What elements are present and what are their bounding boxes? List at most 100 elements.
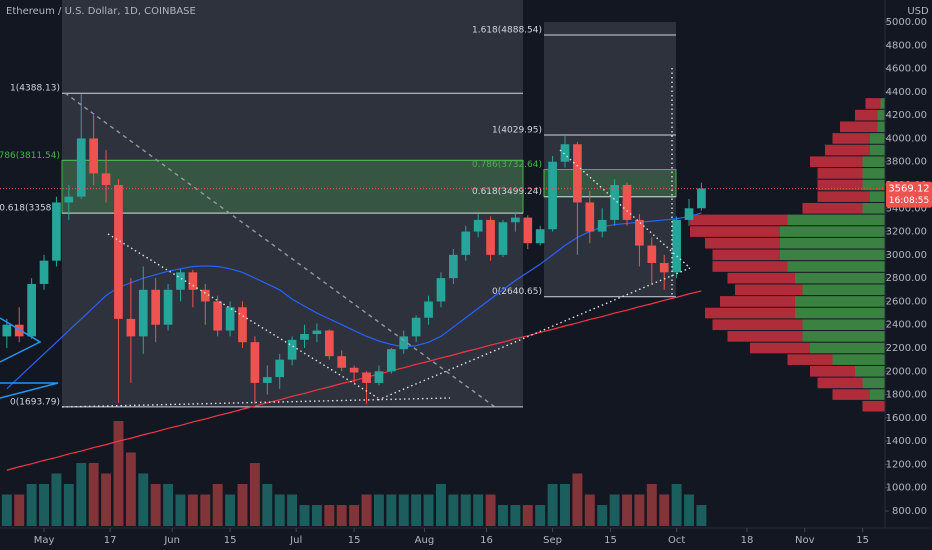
profile-down bbox=[817, 377, 863, 389]
x-tick-label: 15 bbox=[604, 535, 617, 546]
x-tick-label: Jul bbox=[289, 535, 302, 546]
x-tick-label: 16 bbox=[480, 535, 493, 546]
candle-body bbox=[262, 377, 272, 383]
profile-up bbox=[787, 214, 885, 226]
volume-bar bbox=[274, 494, 285, 526]
candle-body bbox=[535, 229, 545, 244]
profile-down bbox=[705, 237, 780, 249]
profile-up bbox=[802, 284, 885, 296]
y-tick-label: 1200.00 bbox=[886, 459, 927, 470]
x-tick-label: Oct bbox=[668, 535, 685, 546]
candle-body bbox=[312, 330, 322, 335]
x-tick-label: Sep bbox=[543, 535, 562, 546]
y-tick-label: 2200.00 bbox=[886, 343, 927, 354]
fib-label: 0(2640.65) bbox=[492, 287, 542, 297]
candle-body bbox=[225, 307, 235, 331]
volume-bar bbox=[262, 484, 273, 526]
candle-body bbox=[151, 289, 161, 325]
profile-down bbox=[712, 261, 788, 272]
volume-bar bbox=[200, 494, 211, 526]
profile-down bbox=[810, 156, 863, 168]
candle-body bbox=[213, 301, 223, 331]
volume-bar bbox=[101, 473, 112, 526]
volume-bar bbox=[522, 505, 533, 526]
profile-down bbox=[817, 191, 870, 202]
candle-body bbox=[548, 161, 557, 230]
candle-body bbox=[2, 324, 12, 337]
volume-bar bbox=[448, 494, 459, 526]
volume-bar bbox=[336, 505, 347, 526]
candle-body bbox=[560, 144, 570, 162]
volume-bar bbox=[435, 484, 446, 526]
x-tick-label: 15 bbox=[856, 535, 869, 546]
countdown-label: 16:08:55 bbox=[889, 196, 929, 206]
profile-up bbox=[802, 319, 885, 331]
y-tick-label: 2000.00 bbox=[886, 366, 927, 377]
candle-body bbox=[511, 217, 520, 223]
candle-body bbox=[411, 317, 421, 337]
volume-bar bbox=[659, 494, 670, 526]
candle-body bbox=[461, 231, 471, 255]
last-price-badge bbox=[886, 181, 932, 208]
profile-down bbox=[825, 144, 870, 156]
candle-body bbox=[27, 283, 36, 337]
profile-down bbox=[865, 98, 881, 109]
candle-body bbox=[176, 272, 185, 290]
profile-down bbox=[727, 331, 803, 342]
volume-bar bbox=[212, 484, 223, 526]
profile-up bbox=[780, 237, 885, 249]
profile-down bbox=[735, 284, 803, 296]
volume-bar bbox=[510, 505, 521, 526]
volume-bar bbox=[609, 494, 620, 526]
candle-body bbox=[89, 138, 98, 174]
volume-bar bbox=[485, 494, 496, 526]
volume-bar bbox=[299, 505, 310, 526]
candle-body bbox=[349, 367, 359, 373]
y-tick-label: 2400.00 bbox=[886, 320, 927, 331]
volume-bar bbox=[26, 484, 37, 526]
volume-bar bbox=[324, 505, 335, 526]
volume-bar bbox=[287, 494, 298, 526]
profile-down bbox=[787, 354, 833, 365]
profile-up bbox=[877, 109, 885, 121]
y-tick-label: 4200.00 bbox=[886, 110, 927, 121]
profile-down bbox=[840, 121, 878, 133]
volume-bar bbox=[311, 505, 322, 526]
fib-label: 0.618(3499.24) bbox=[472, 187, 542, 197]
candle-body bbox=[684, 208, 694, 220]
profile-up bbox=[795, 307, 885, 319]
candle-body bbox=[114, 185, 123, 319]
candle-body bbox=[672, 219, 681, 273]
profile-up bbox=[855, 365, 885, 377]
profile-down bbox=[727, 272, 795, 284]
candle-body bbox=[386, 349, 396, 372]
volume-bar bbox=[423, 494, 434, 526]
profile-up bbox=[802, 331, 885, 342]
candle-body bbox=[424, 301, 433, 318]
trendlines bbox=[61, 68, 691, 408]
fib-label: 1(4029.95) bbox=[492, 125, 542, 135]
y-tick-label: 3400.00 bbox=[886, 203, 927, 214]
y-tick-label: 1600.00 bbox=[886, 413, 927, 424]
volume-bar bbox=[572, 473, 583, 526]
volume-bar bbox=[76, 463, 87, 526]
x-tick-label: Jun bbox=[163, 535, 180, 546]
y-tick-label: 800.00 bbox=[892, 506, 927, 517]
profile-up bbox=[795, 296, 885, 307]
profile-up bbox=[832, 354, 885, 365]
profile-down bbox=[862, 400, 885, 412]
volume-bar bbox=[63, 484, 74, 526]
fib-label: 0(1693.79) bbox=[10, 397, 60, 407]
candle-body bbox=[647, 245, 657, 264]
y-tick-label: 2600.00 bbox=[886, 296, 927, 307]
trendline bbox=[107, 233, 379, 399]
profile-up bbox=[870, 191, 885, 202]
pattern bbox=[0, 317, 59, 399]
candle-body bbox=[39, 260, 49, 284]
candle-body bbox=[436, 278, 446, 302]
y-tick-label: 4600.00 bbox=[886, 64, 927, 75]
x-tick-label: 15 bbox=[348, 535, 361, 546]
trendline bbox=[64, 92, 496, 408]
volume-bar bbox=[671, 484, 682, 526]
